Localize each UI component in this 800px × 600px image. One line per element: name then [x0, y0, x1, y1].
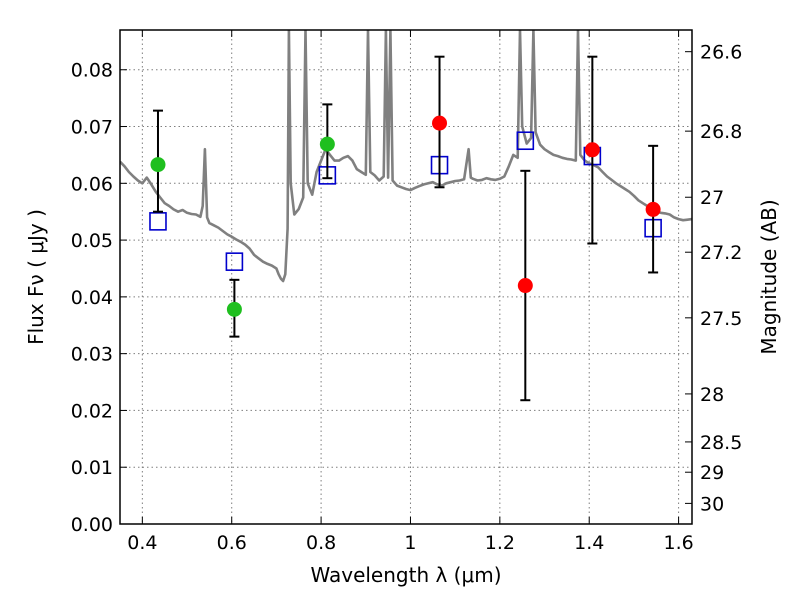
x-tick-label: 1 [404, 532, 416, 554]
y-axis-title: Flux Fν ( μJy ) [24, 209, 48, 345]
model-spectrum-line [120, 30, 692, 283]
y2-tick-label: 28.5 [700, 432, 742, 454]
x-tick-label: 0.8 [306, 532, 336, 554]
x-tick-label: 1.2 [485, 532, 515, 554]
y2-axis-title: Magnitude (AB) [757, 199, 781, 354]
model-flux-square [149, 212, 167, 231]
plot-frame [119, 29, 693, 525]
model-flux-square [225, 252, 244, 271]
observed-flux-point [432, 115, 448, 131]
x-tick-label: 0.6 [217, 532, 247, 554]
model-flux-square [516, 131, 535, 151]
x-tick-label: 1.6 [663, 532, 693, 554]
x-axis-title: Wavelength λ (μm) [310, 563, 501, 587]
y-tick-label: 0.02 [71, 400, 113, 422]
axis-ticks: 0.4 0.6 0.8 1 1.2 1.4 1.6 0.00 0.01 0.02 0.03 0.04 0… [71, 30, 742, 554]
y2-tick-label: 26.8 [700, 121, 742, 143]
y-tick-label: 0.05 [71, 230, 113, 252]
model-spectrum [120, 30, 692, 283]
y-tick-label: 0.04 [71, 287, 113, 309]
y-tick-label: 0.01 [71, 457, 113, 479]
observed-flux-point [584, 142, 600, 158]
plot-area [120, 30, 692, 524]
y2-tick-label: 27 [700, 187, 724, 209]
y2-tick-label: 30 [700, 493, 724, 515]
x-tick-label: 1.4 [574, 532, 604, 554]
y-tick-label: 0.06 [71, 173, 113, 195]
y-tick-label: 0.08 [71, 60, 113, 82]
y2-tick-label: 26.6 [700, 42, 742, 64]
observed-flux-point [150, 157, 166, 173]
y2-tick-label: 29 [700, 462, 724, 484]
y-tick-label: 0.00 [71, 514, 113, 536]
observed-flux-point [517, 278, 533, 294]
observed-flux-point [319, 136, 335, 152]
observed-flux-point [226, 301, 242, 317]
x-tick-label: 0.4 [127, 532, 157, 554]
y2-tick-label: 27.2 [700, 242, 742, 264]
y2-tick-label: 27.5 [700, 308, 742, 330]
y-tick-label: 0.03 [71, 344, 113, 366]
y2-tick-label: 28 [700, 384, 724, 406]
y-tick-label: 0.07 [71, 117, 113, 139]
observed-flux-point [645, 201, 661, 217]
photometry-points [149, 55, 662, 402]
